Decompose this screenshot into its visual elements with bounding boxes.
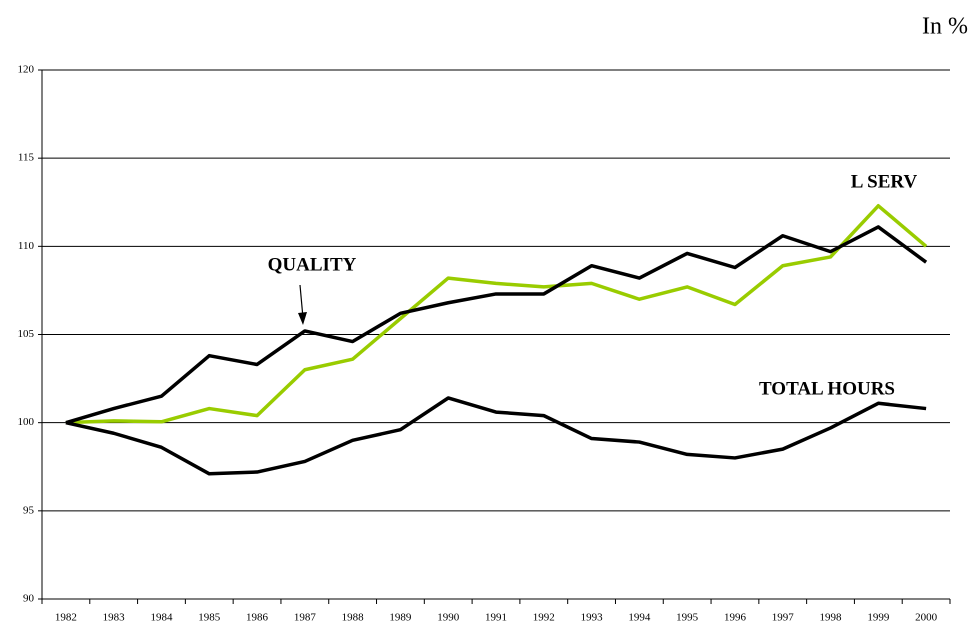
- x-tick-label: 1994: [628, 612, 651, 624]
- y-tick-label: 90: [23, 593, 35, 605]
- y-tick-label: 115: [18, 152, 35, 164]
- series-line: [65, 204, 928, 425]
- series-line: [65, 225, 928, 425]
- x-tick-label: 1985: [198, 612, 221, 624]
- x-tick-label: 1986: [246, 612, 269, 624]
- series-label: QUALITY: [268, 254, 357, 275]
- x-tick-label: 1988: [342, 612, 365, 624]
- arrow-head: [298, 312, 307, 325]
- x-tick-label: 1992: [533, 612, 555, 624]
- x-tick-label: 1999: [867, 612, 890, 624]
- x-tick-label: 1991: [485, 612, 507, 624]
- x-tick-label: 1996: [724, 612, 747, 624]
- x-tick-label: 1987: [294, 612, 317, 624]
- x-tick-label: 1983: [103, 612, 126, 624]
- series-label: L SERV: [851, 171, 918, 192]
- y-tick-label: 100: [18, 416, 35, 428]
- x-tick-label: 1990: [437, 612, 460, 624]
- y-tick-label: 110: [18, 240, 35, 252]
- x-tick-label: 1984: [150, 612, 173, 624]
- series-line: [65, 396, 927, 476]
- y-tick-label: 120: [18, 64, 35, 76]
- x-tick-label: 1989: [389, 612, 412, 624]
- unit-label: In %: [922, 14, 968, 40]
- x-tick-label: 1993: [581, 612, 604, 624]
- x-tick-label: 1982: [55, 612, 77, 624]
- y-tick-label: 95: [23, 504, 35, 516]
- y-tick-label: 105: [18, 328, 35, 340]
- x-tick-label: 1997: [772, 612, 795, 624]
- x-tick-label: 1998: [820, 612, 843, 624]
- x-tick-label: 1995: [676, 612, 699, 624]
- series-label: TOTAL HOURS: [759, 378, 895, 399]
- x-tick-label: 2000: [915, 612, 938, 624]
